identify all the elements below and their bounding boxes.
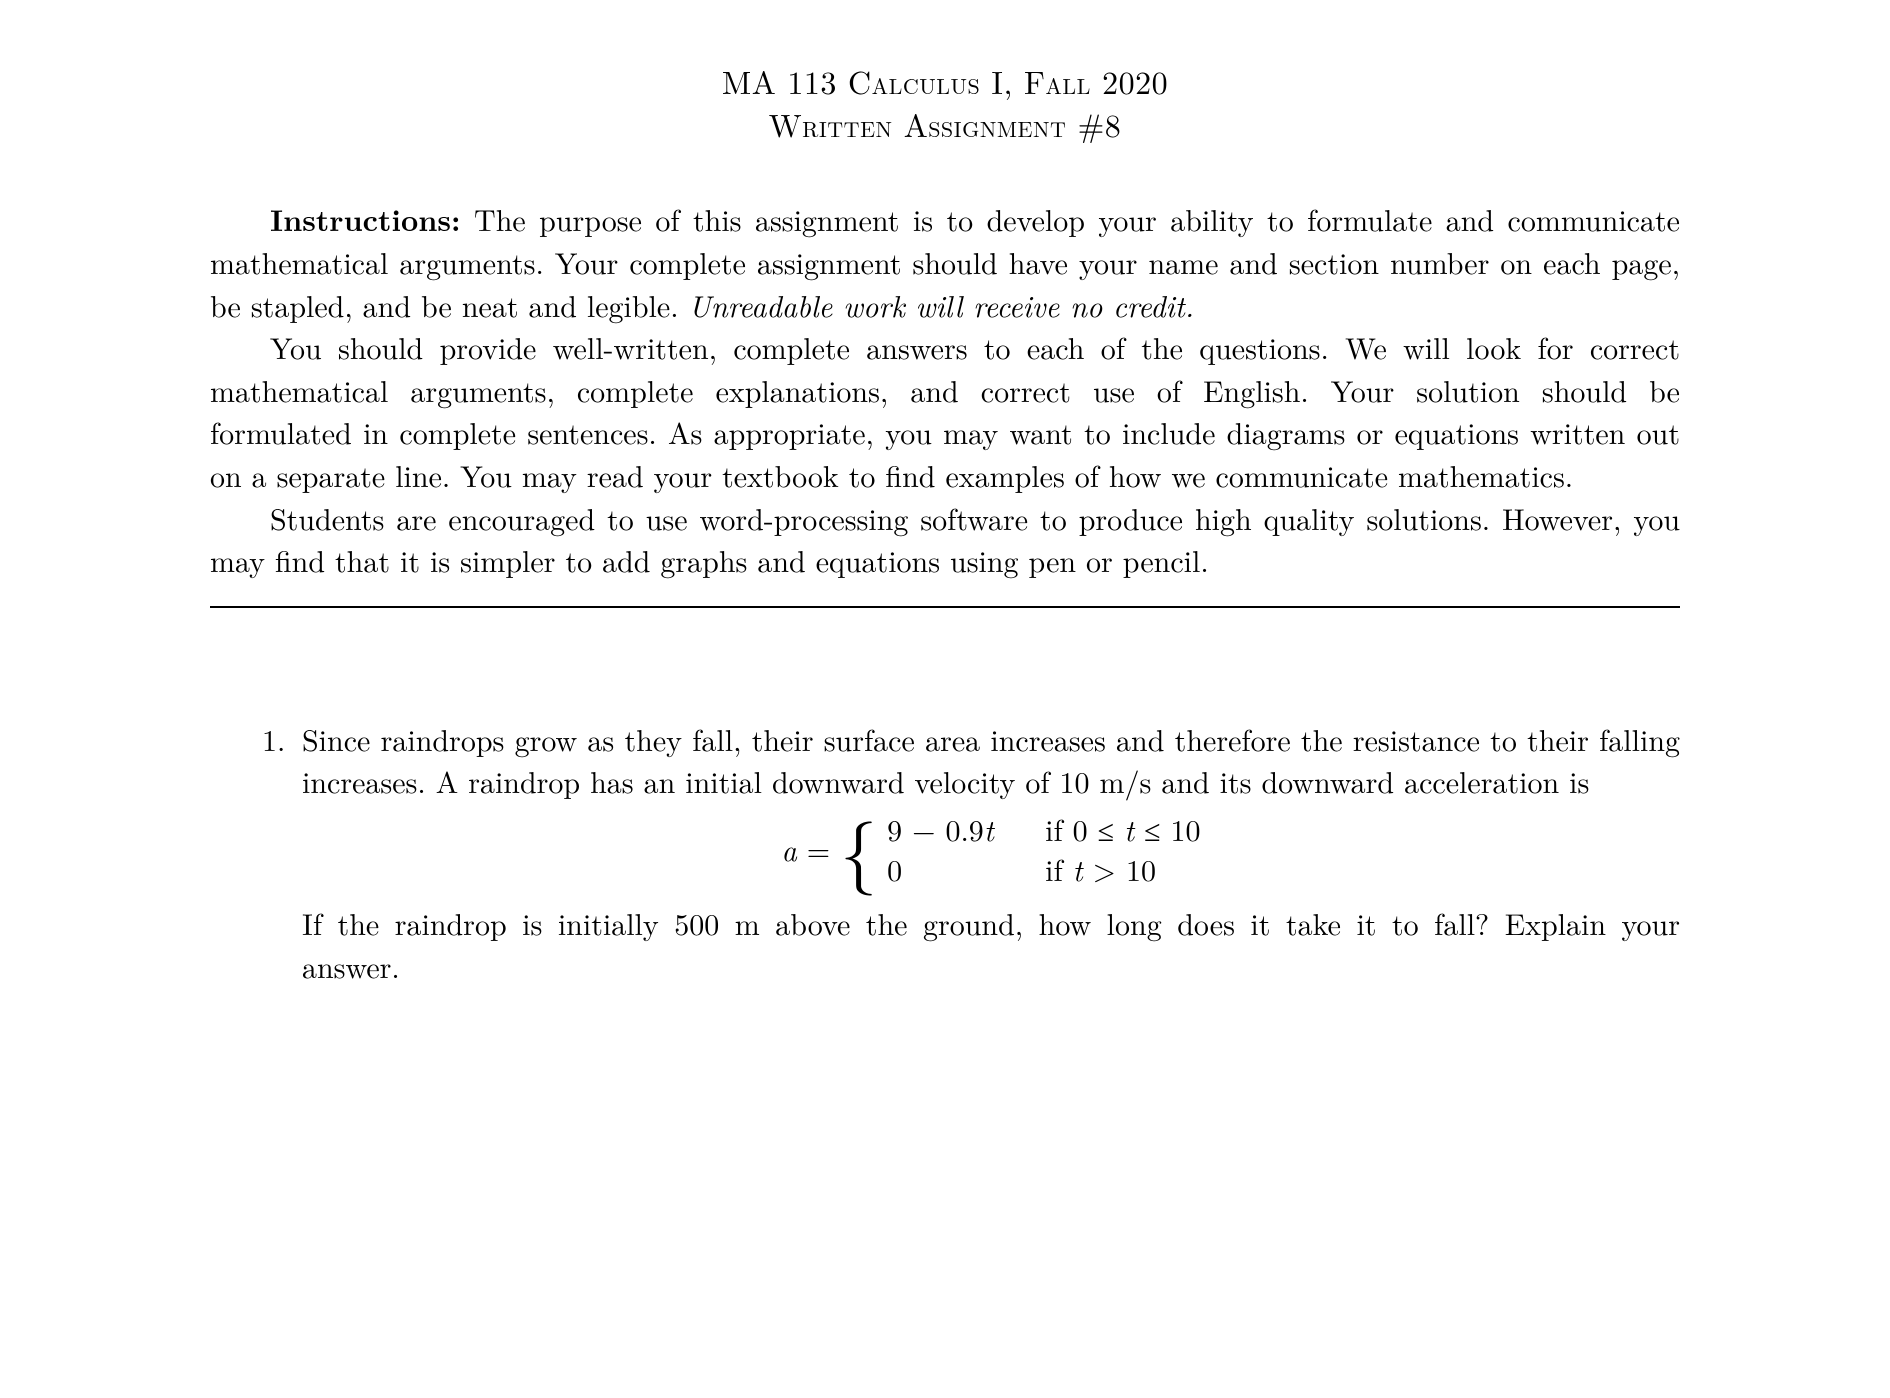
case-1-condition: if 0 ≤ t ≤ 10 xyxy=(1045,809,1200,850)
instructions-para-1: Instructions: The purpose of this assign… xyxy=(210,198,1680,326)
problem-number: 1. xyxy=(262,718,285,761)
equation-cases: 9 − 0.9t if 0 ≤ t ≤ 10 0 if t > 10 xyxy=(887,809,1200,890)
problem-continuation-text: If the raindrop is initially 500 m above… xyxy=(302,902,1680,987)
problem-list: 1. Since raindrops grow as they fall, th… xyxy=(210,718,1680,987)
case-1-expression: 9 − 0.9t xyxy=(887,809,1017,850)
equation-equals: = xyxy=(807,828,830,871)
problem-intro-text: Since raindrops grow as they fall, their… xyxy=(302,717,1680,803)
case-2-condition: if t > 10 xyxy=(1045,849,1156,890)
equation-wrap: a = { 9 − 0.9t if 0 ≤ t ≤ 10 0 if t > 10 xyxy=(781,809,1200,890)
problem-1: 1. Since raindrops grow as they fall, th… xyxy=(262,718,1680,987)
instructions-para-2: You should provide well-written, complet… xyxy=(210,326,1680,496)
course-title: MA 113 Calculus I, Fall 2020 xyxy=(210,60,1680,103)
problem-equation: a = { 9 − 0.9t if 0 ≤ t ≤ 10 0 if t > 10 xyxy=(302,809,1680,890)
instructions-para-3: Students are encouraged to use word-proc… xyxy=(210,497,1680,582)
instructions-italic-warning: Unreadable work will receive no credit. xyxy=(689,283,1194,326)
equation-case-2: 0 if t > 10 xyxy=(887,849,1200,890)
case-2-expression: 0 xyxy=(887,849,1017,890)
assignment-title: Written Assignment #8 xyxy=(210,103,1680,146)
equation-variable: a xyxy=(781,828,796,871)
document-page: MA 113 Calculus I, Fall 2020 Written Ass… xyxy=(210,60,1680,987)
instructions-label: Instructions: xyxy=(270,197,461,240)
equation-brace: { xyxy=(840,822,877,874)
section-divider xyxy=(210,606,1680,608)
instructions-section: Instructions: The purpose of this assign… xyxy=(210,198,1680,581)
document-header: MA 113 Calculus I, Fall 2020 Written Ass… xyxy=(210,60,1680,146)
equation-case-1: 9 − 0.9t if 0 ≤ t ≤ 10 xyxy=(887,809,1200,850)
